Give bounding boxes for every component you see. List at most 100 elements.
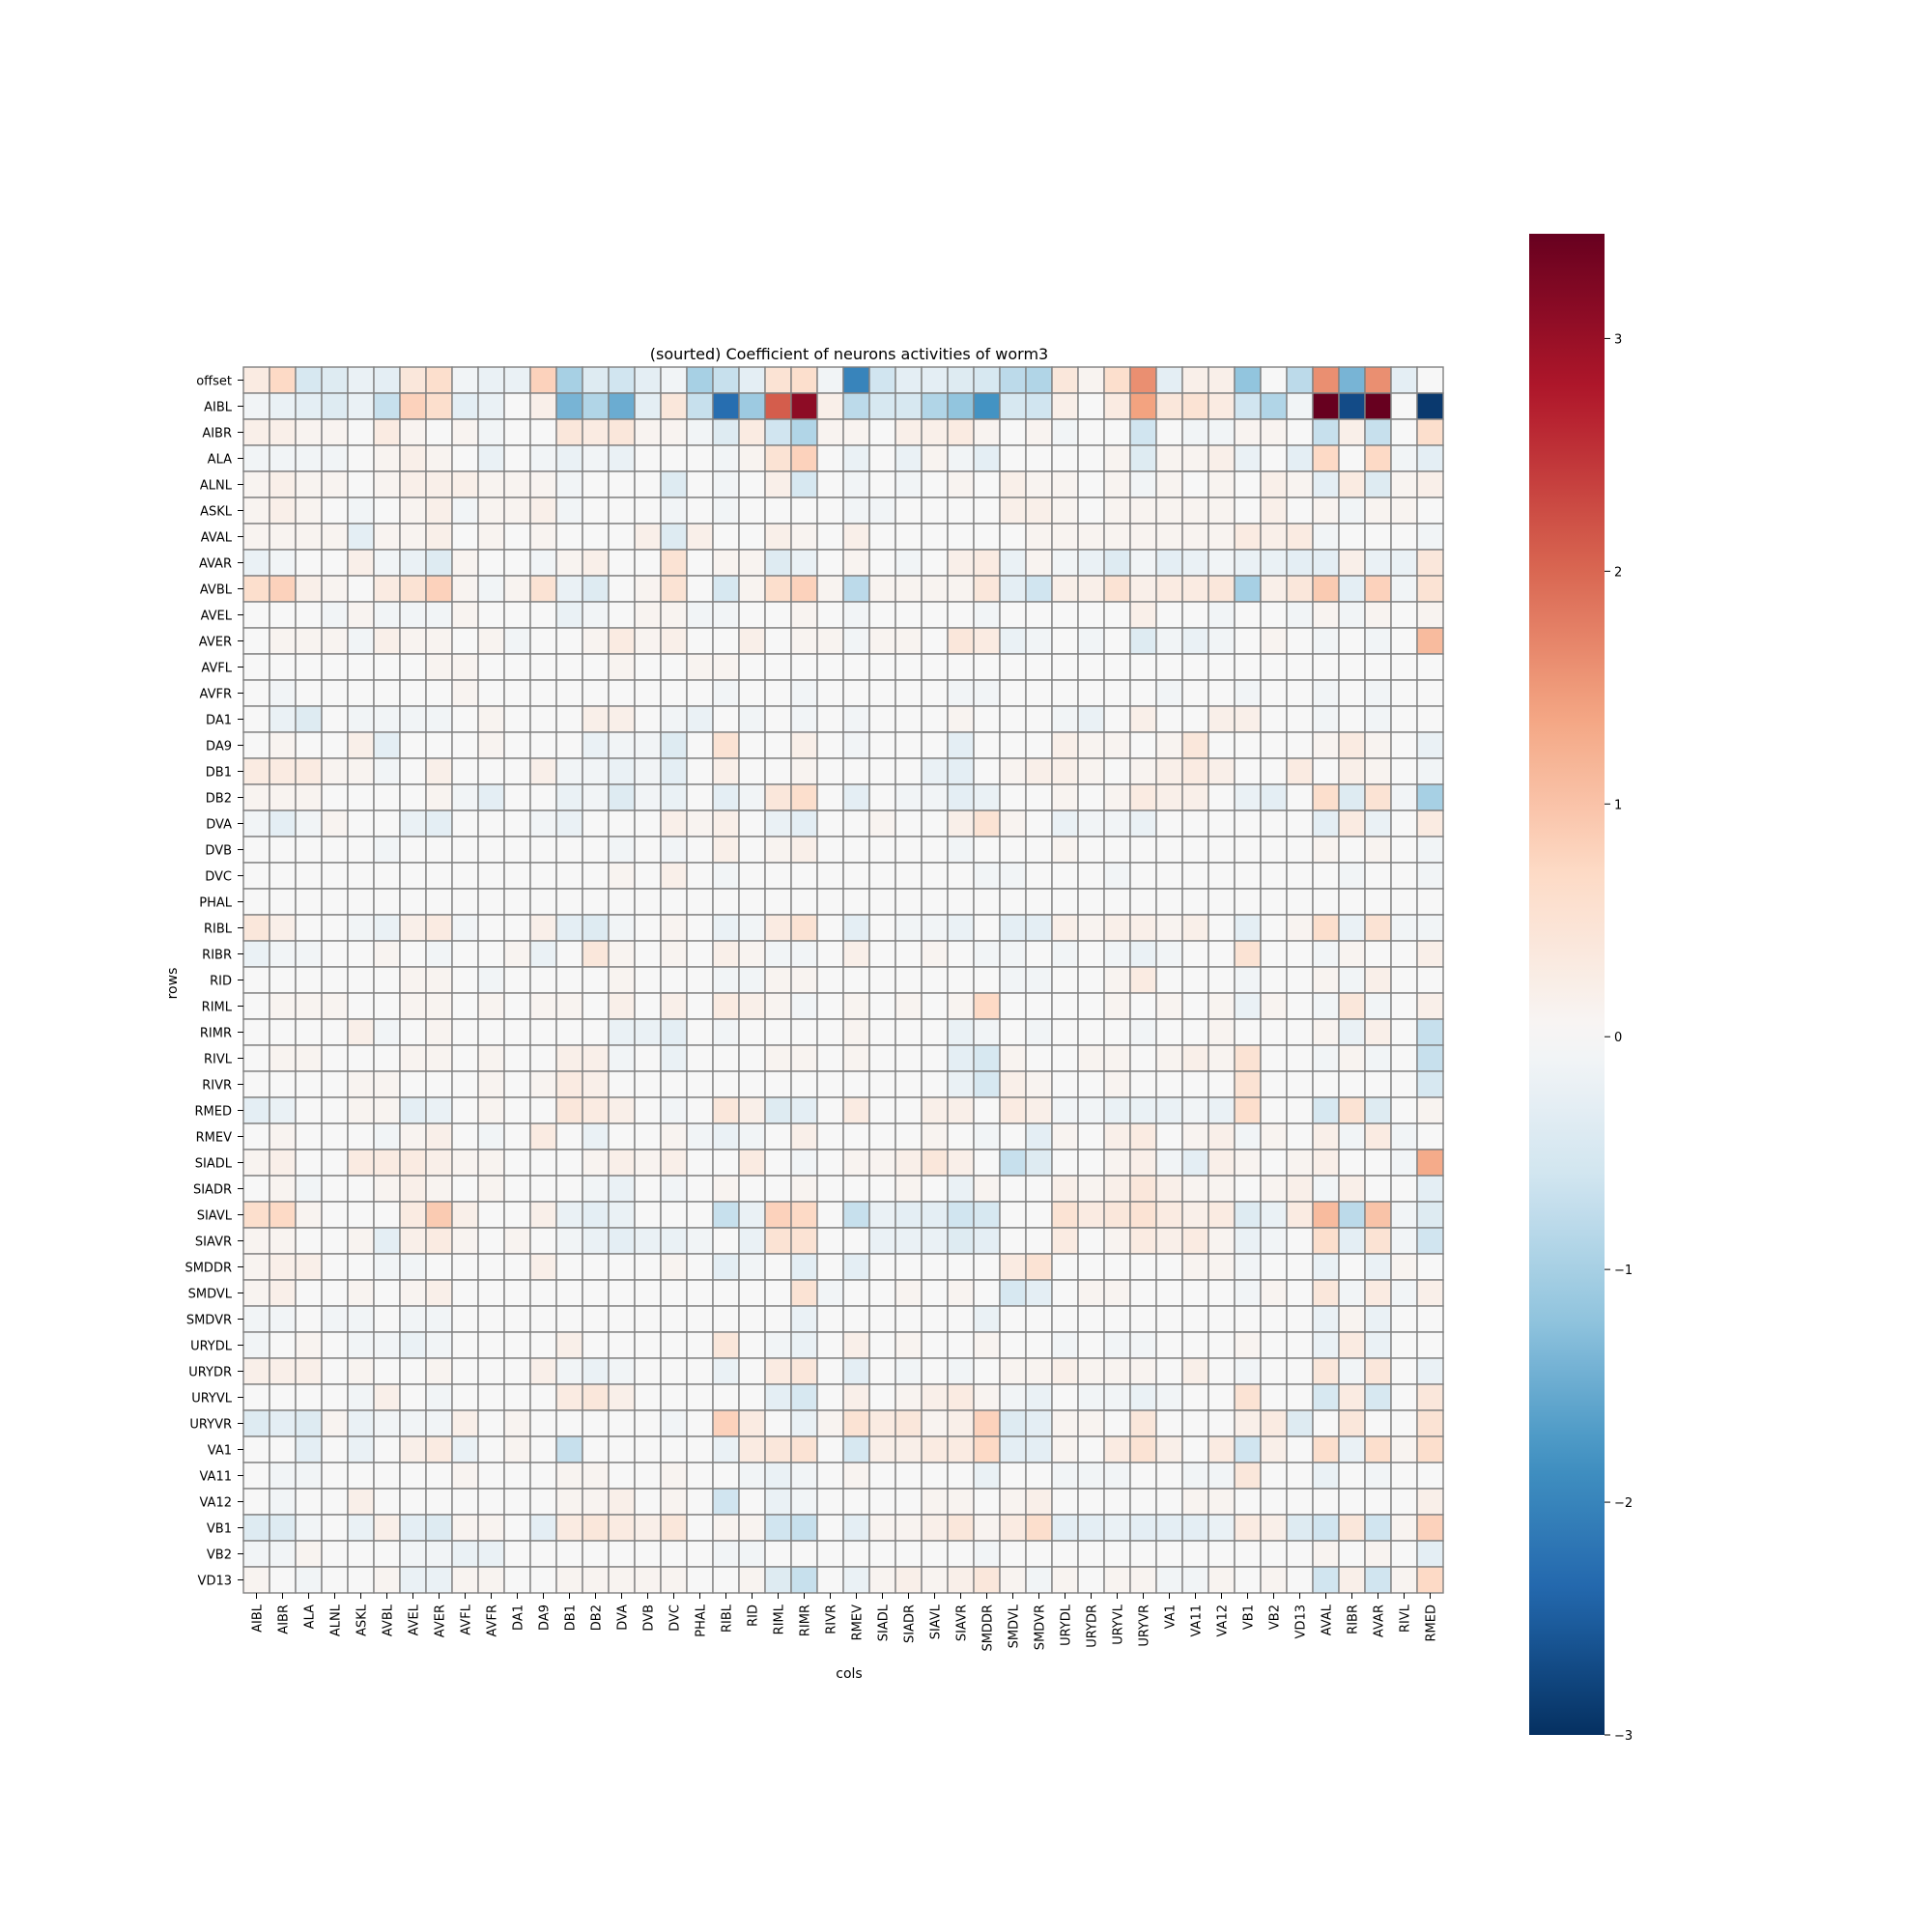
heatmap-cell	[635, 993, 661, 1019]
heatmap-cell	[1261, 1202, 1287, 1228]
heatmap-cell	[948, 889, 974, 915]
heatmap-cell	[713, 471, 739, 497]
heatmap-cell	[582, 654, 609, 680]
heatmap-cell	[582, 1489, 609, 1515]
heatmap-cell	[478, 1045, 504, 1071]
heatmap-cell	[791, 393, 817, 419]
row-tick-label: VA1	[208, 1444, 232, 1459]
heatmap-cell	[869, 497, 895, 524]
heatmap-cell	[713, 993, 739, 1019]
heatmap-cell	[713, 497, 739, 524]
heatmap-cell	[400, 1123, 426, 1150]
heatmap-cell	[270, 863, 296, 889]
heatmap-cell	[348, 1123, 374, 1150]
heatmap-cell	[1417, 680, 1443, 706]
heatmap-cell	[348, 576, 374, 602]
heatmap-cell	[582, 837, 609, 863]
heatmap-cell	[635, 680, 661, 706]
heatmap-cell	[948, 628, 974, 654]
heatmap-cell	[843, 784, 869, 810]
heatmap-cell	[1365, 1567, 1391, 1593]
heatmap-cell	[478, 628, 504, 654]
heatmap-cell	[556, 367, 582, 393]
heatmap-cell	[1365, 1176, 1391, 1202]
heatmap-cell	[504, 1436, 530, 1463]
heatmap-cell	[687, 628, 713, 654]
heatmap-cell	[843, 524, 869, 550]
heatmap-cell	[426, 497, 452, 524]
heatmap-cell	[1078, 1541, 1104, 1567]
heatmap-cell	[1365, 654, 1391, 680]
heatmap-cell	[1261, 1489, 1287, 1515]
heatmap-cell	[478, 1436, 504, 1463]
heatmap-cell	[661, 1202, 687, 1228]
heatmap-cell	[1078, 419, 1104, 445]
heatmap-cell	[843, 967, 869, 993]
heatmap-cell	[270, 550, 296, 576]
heatmap-cell	[687, 680, 713, 706]
heatmap-cell	[817, 1123, 843, 1150]
heatmap-cell	[400, 810, 426, 837]
heatmap-cell	[1339, 1176, 1365, 1202]
heatmap-cell	[635, 497, 661, 524]
heatmap-cell	[1417, 1384, 1443, 1410]
heatmap-cell	[1156, 1463, 1182, 1489]
heatmap-cell	[948, 1045, 974, 1071]
heatmap-cell	[1313, 367, 1339, 393]
heatmap-cell	[1287, 1515, 1313, 1541]
heatmap-cell	[1208, 1202, 1235, 1228]
heatmap-cell	[374, 915, 400, 941]
heatmap-cell	[817, 1150, 843, 1176]
heatmap-cell	[1208, 915, 1235, 941]
heatmap-cell	[452, 784, 478, 810]
heatmap-cell	[504, 602, 530, 628]
heatmap-cell	[582, 706, 609, 732]
heatmap-cell	[478, 1150, 504, 1176]
heatmap-cell	[922, 654, 948, 680]
heatmap-cell	[1078, 1463, 1104, 1489]
heatmap-cell	[974, 1489, 1000, 1515]
heatmap-cell	[1365, 784, 1391, 810]
heatmap-cell	[374, 1228, 400, 1254]
heatmap-cell	[504, 784, 530, 810]
heatmap-cell	[530, 628, 556, 654]
heatmap-cell	[895, 732, 922, 758]
heatmap-cell	[687, 1228, 713, 1254]
heatmap-cell	[895, 367, 922, 393]
heatmap-cell	[1104, 1436, 1130, 1463]
heatmap-cell	[1313, 1306, 1339, 1332]
heatmap-cell	[791, 837, 817, 863]
heatmap-cell	[713, 915, 739, 941]
heatmap-cell	[478, 445, 504, 471]
heatmap-cell	[869, 628, 895, 654]
heatmap-cell	[1156, 524, 1182, 550]
heatmap-cell	[922, 1489, 948, 1515]
heatmap-cell	[400, 863, 426, 889]
heatmap-cell	[400, 784, 426, 810]
heatmap-cell	[1417, 1358, 1443, 1384]
heatmap-cell	[869, 1019, 895, 1045]
col-tick-label: DB2	[590, 1605, 605, 1631]
heatmap-cell	[1156, 1176, 1182, 1202]
heatmap-cell	[1261, 1306, 1287, 1332]
heatmap-cell	[1078, 1306, 1104, 1332]
heatmap-cell	[1261, 1071, 1287, 1097]
heatmap-cell	[895, 1541, 922, 1567]
heatmap-cell	[791, 889, 817, 915]
heatmap-cell	[1130, 497, 1156, 524]
heatmap-cell	[322, 680, 348, 706]
heatmap-cell	[452, 732, 478, 758]
heatmap-cell	[817, 1202, 843, 1228]
heatmap-cell	[1261, 497, 1287, 524]
heatmap-cell	[1313, 810, 1339, 837]
heatmap-cell	[322, 1150, 348, 1176]
heatmap-cell	[895, 1489, 922, 1515]
heatmap-cell	[400, 1254, 426, 1280]
heatmap-cell	[530, 471, 556, 497]
heatmap-cell	[635, 967, 661, 993]
heatmap-cell	[1208, 654, 1235, 680]
heatmap-cell	[687, 1280, 713, 1306]
colorbar-tick-label: 0	[1614, 1031, 1622, 1045]
heatmap-cell	[1339, 1045, 1365, 1071]
heatmap-cell	[635, 1567, 661, 1593]
